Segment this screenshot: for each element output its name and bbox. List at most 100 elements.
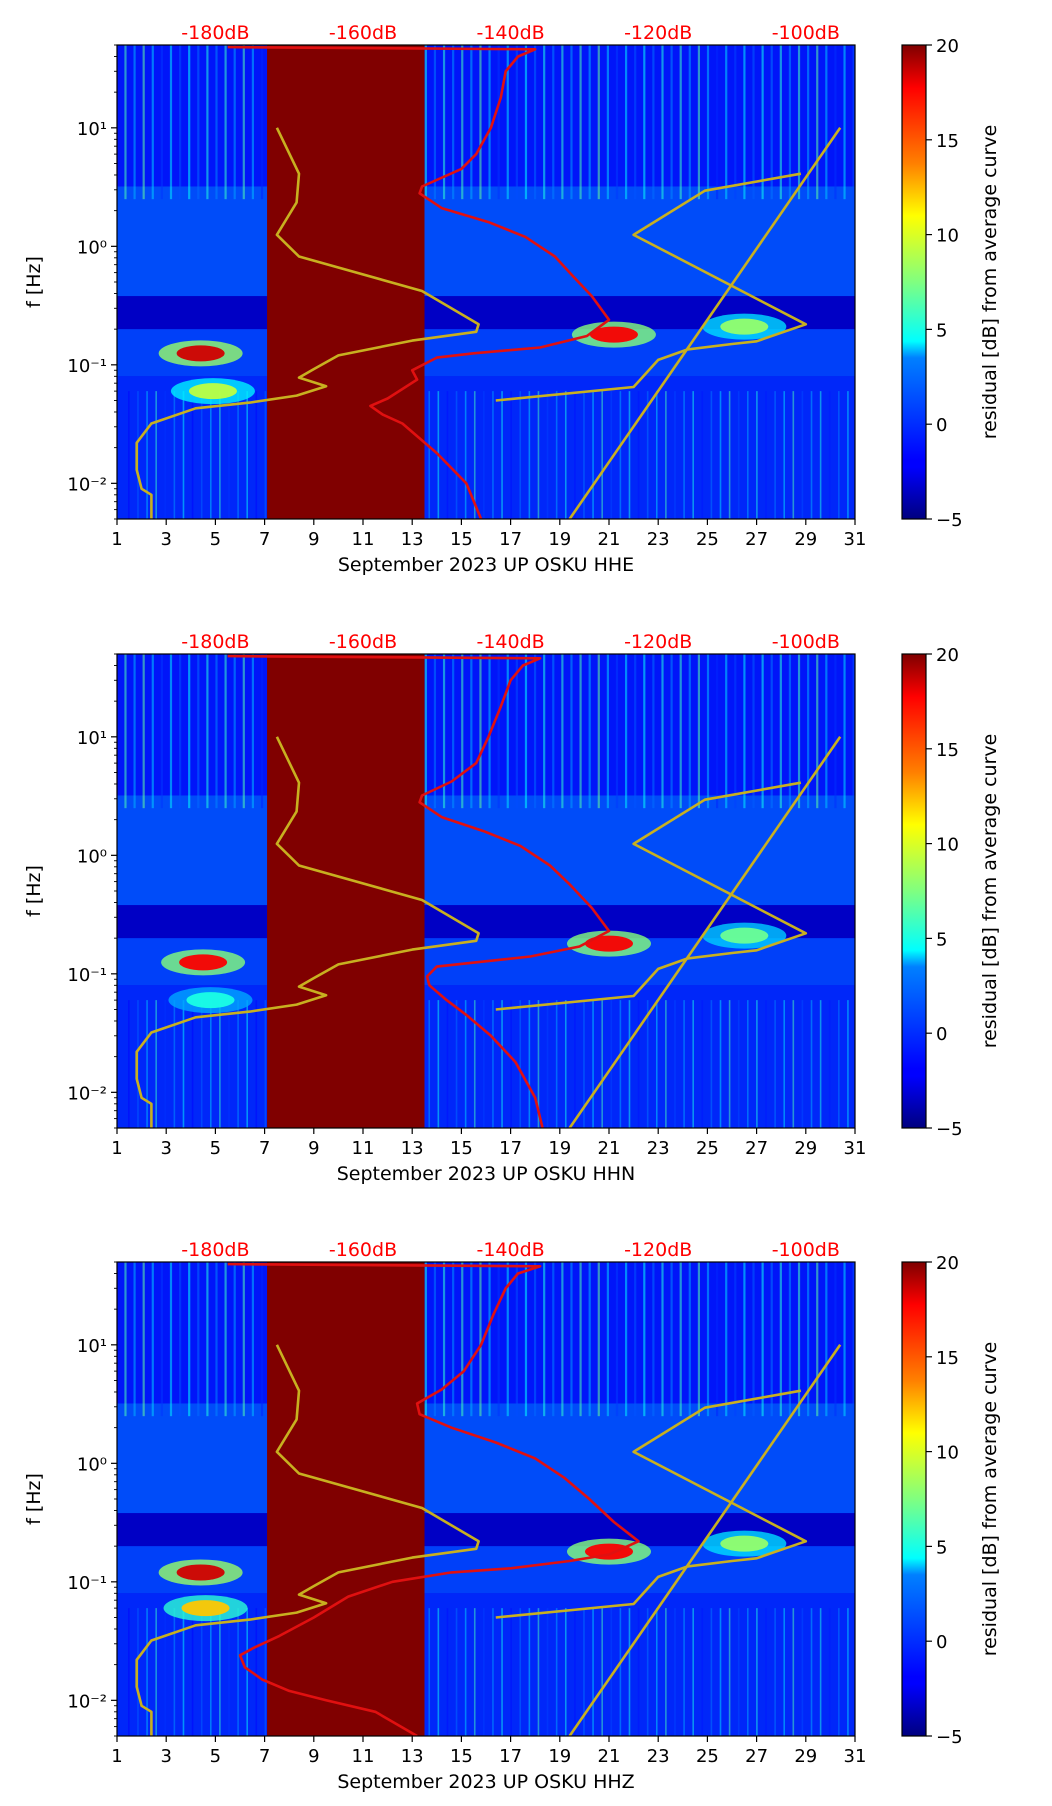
streak — [838, 1608, 840, 1736]
streak — [652, 45, 655, 200]
psd-curve — [227, 1262, 640, 1736]
streak — [628, 391, 631, 519]
streak — [574, 1608, 576, 1736]
streak — [446, 1608, 449, 1736]
streak — [807, 654, 810, 809]
streak — [828, 1000, 831, 1128]
streak — [661, 1262, 664, 1417]
streak — [747, 1608, 749, 1736]
top-db-label: -120dB — [624, 1239, 692, 1261]
streak — [555, 391, 558, 519]
streak — [251, 1262, 255, 1417]
streak — [706, 1262, 710, 1417]
streak — [546, 391, 549, 519]
streak — [533, 654, 537, 809]
y-tick-label: 10⁰ — [77, 846, 107, 867]
streak — [701, 1000, 704, 1128]
streak — [701, 1608, 704, 1736]
x-tick-label: 29 — [794, 1746, 817, 1767]
streak — [564, 1608, 567, 1736]
streak — [597, 654, 600, 809]
streak — [838, 1000, 840, 1128]
x-tick-label: 21 — [598, 1746, 621, 1767]
streak — [501, 391, 503, 519]
streak — [197, 45, 200, 200]
streak — [834, 654, 837, 809]
colorbar-tick-label: 5 — [936, 1537, 947, 1558]
streak — [228, 1608, 230, 1736]
streak — [628, 1000, 631, 1128]
streak — [697, 45, 701, 200]
streak — [519, 391, 522, 519]
streak — [615, 654, 619, 809]
streak — [169, 45, 173, 200]
streak — [479, 45, 482, 200]
streak — [533, 1262, 537, 1417]
streak — [124, 1262, 127, 1417]
streak — [151, 654, 154, 809]
x-tick-label: 1 — [111, 1746, 122, 1767]
streak — [251, 45, 255, 200]
x-tick-label: 11 — [352, 1746, 375, 1767]
data-gap — [267, 1262, 425, 1736]
hotspot-3 — [188, 383, 237, 400]
streak — [661, 45, 664, 200]
streak — [470, 1262, 473, 1417]
colorbar-tick-label: 15 — [936, 131, 959, 152]
streak — [178, 1262, 182, 1417]
hotspot-1 — [176, 345, 225, 362]
streak — [697, 654, 701, 809]
streak — [510, 391, 512, 519]
microseism-upper-band — [117, 1403, 855, 1514]
colorbar-gradient — [901, 1261, 927, 1737]
streak — [646, 391, 649, 519]
streak — [228, 391, 230, 519]
streak — [601, 391, 603, 519]
streak — [264, 1608, 267, 1736]
x-tick-label: 19 — [548, 529, 571, 550]
streak — [246, 1608, 248, 1736]
streak — [683, 1000, 685, 1128]
streak — [728, 1000, 731, 1128]
top-db-label: -100dB — [772, 22, 840, 44]
x-tick-label: 21 — [598, 529, 621, 550]
streak — [756, 1000, 758, 1128]
streak — [246, 1000, 248, 1128]
x-tick-label: 19 — [548, 1138, 571, 1159]
x-tick-label: 7 — [259, 1746, 270, 1767]
streak — [570, 654, 573, 809]
streak — [464, 1000, 467, 1128]
streak — [743, 654, 746, 809]
streak — [155, 391, 157, 519]
streak — [519, 1000, 522, 1128]
streak — [765, 1608, 767, 1736]
streak — [719, 391, 722, 519]
streak — [752, 1262, 755, 1417]
streak — [624, 654, 628, 809]
y-tick-label: 10⁻¹ — [67, 356, 107, 377]
streak — [828, 1608, 831, 1736]
x-tick-label: 13 — [401, 1138, 424, 1159]
streak — [219, 1608, 221, 1736]
streak — [264, 391, 267, 519]
streak — [155, 1608, 157, 1736]
streak — [191, 1000, 194, 1128]
streak — [570, 1262, 573, 1417]
streak — [219, 391, 221, 519]
streak — [260, 654, 264, 809]
streak — [197, 654, 200, 809]
top-db-label: -140dB — [476, 631, 544, 653]
streak — [552, 1262, 555, 1417]
colorbar-tick-label: 15 — [936, 1348, 959, 1369]
colorbar-tick-label: −5 — [936, 1727, 963, 1748]
colorbar-tick-label: −5 — [936, 510, 963, 531]
streak — [637, 1608, 640, 1736]
colorbar-label: residual [dB] from average curve — [979, 734, 1001, 1049]
streak — [492, 1608, 494, 1736]
hotspot-3 — [720, 927, 769, 944]
streak — [615, 45, 619, 200]
streak — [637, 391, 640, 519]
streak — [155, 1000, 157, 1128]
streak — [783, 391, 786, 519]
